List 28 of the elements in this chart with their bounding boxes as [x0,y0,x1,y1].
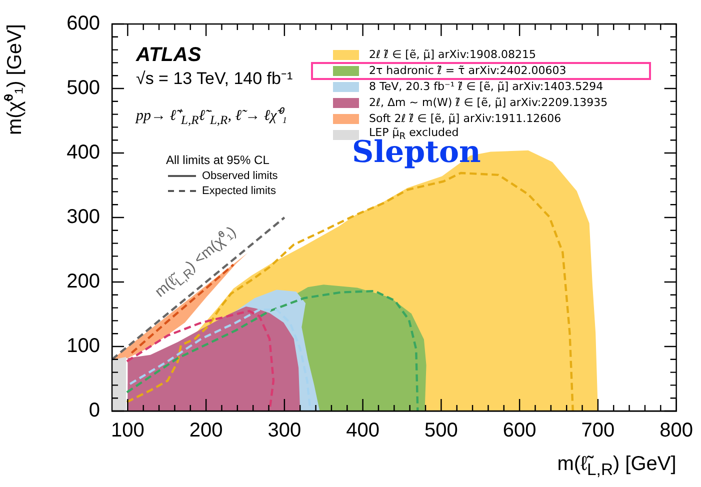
annotation: Expected limits [202,185,276,198]
x-tick-label: 500 [424,420,458,442]
y-axis-title: m(χ̃⁰₁) [GeV] [4,24,26,135]
annotation: pp→ ℓ̃⁺$_{L,R}$ℓ̃⁻$_{L,R}$, ℓ̃ → ℓχ̃⁰₁ [136,108,287,128]
y-tick-label: 300 [66,206,100,228]
legend-label: 2τ hadronic ℓ̃ = τ̃ arXiv:2402.00603 [369,63,566,79]
annotation: √s = 13 TeV, 140 fb⁻¹ [136,69,293,89]
y-tick-label: 500 [66,77,100,100]
legend-label: 2ℓ ℓ̃ ∈ [ẽ, μ̃] arXiv:1908.08215 [369,47,536,63]
y-tick-label: 200 [66,270,100,293]
legend-label: 2ℓ, Δm ~ m(W) ℓ̃ ∈ [ẽ, μ̃] arXiv:2209.13935 [369,95,608,111]
x-tick-label: 300 [268,420,302,442]
annotation: ATLAS [136,44,202,66]
legend-label: 8 TeV, 20.3 fb⁻¹ ℓ̃ ∈ [ẽ, μ̃] arXiv:1403.5294 [369,79,604,95]
x-tick-label: 400 [346,420,380,442]
y-tick-label: 600 [66,12,100,35]
annotation: All limits at 95% CL [166,153,270,168]
y-tick-label: 400 [66,142,100,164]
x-axis-title: m(ℓ̃$_{L,R}$) [GeV] [557,453,676,480]
x-tick-label: 800 [660,420,694,442]
y-tick-label: 0 [88,400,100,422]
annotation: Observed limits [202,170,278,182]
x-tick-label: 600 [502,420,536,442]
legend-label: Soft 2ℓ ℓ̃ ∈ [ẽ, μ̃] arXiv:1911.12606 [369,111,562,127]
x-tick-label: 200 [189,420,223,442]
y-tick-label: 100 [66,335,100,358]
x-tick-label: 100 [110,420,144,442]
x-tick-label: 700 [581,420,615,442]
